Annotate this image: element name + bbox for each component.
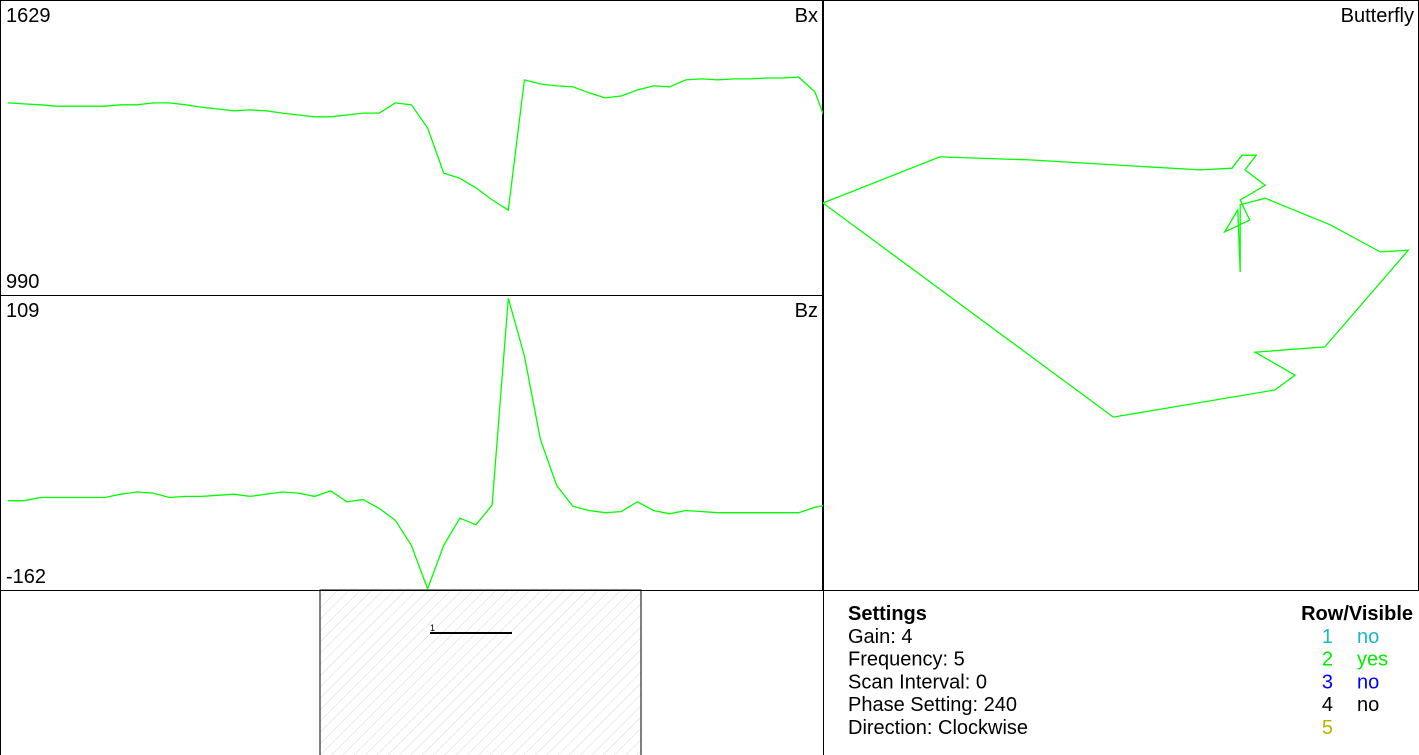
- row-number: 5: [1322, 717, 1333, 739]
- row-number: 4: [1322, 694, 1333, 716]
- y-tick-label: 990: [6, 271, 39, 293]
- setting-line: Direction: Clockwise: [848, 717, 1028, 739]
- row-number: 2: [1322, 649, 1333, 671]
- row-visible: no: [1357, 671, 1379, 693]
- y-tick-label: -162: [6, 566, 46, 588]
- setting-line: Scan Interval: 0: [848, 671, 987, 693]
- scan-label: 1: [430, 623, 435, 633]
- data-line: [7, 76, 823, 212]
- data-line: [823, 154, 1410, 418]
- y-tick-label: 1629: [6, 5, 51, 27]
- y-tick-label: 109: [6, 300, 39, 322]
- panel: [823, 0, 1419, 591]
- setting-line: Phase Setting: 240: [848, 694, 1017, 716]
- panel-title: Bx: [795, 5, 818, 27]
- panel-title: Bz: [795, 300, 818, 322]
- panel: [0, 295, 823, 591]
- data-line: [8, 298, 823, 590]
- row-number: 1: [1322, 626, 1333, 648]
- rows-title: Row/Visible: [1301, 603, 1413, 625]
- panel: [0, 0, 823, 296]
- row-visible: yes: [1357, 649, 1388, 671]
- row-number: 3: [1322, 671, 1333, 693]
- settings-title: Settings: [848, 603, 927, 625]
- scan-area: [319, 589, 642, 755]
- row-visible: no: [1357, 626, 1379, 648]
- panel-title: Butterfly: [1341, 5, 1414, 27]
- setting-line: Gain: 4: [848, 626, 912, 648]
- row-visible: no: [1357, 694, 1379, 716]
- setting-line: Frequency: 5: [848, 649, 965, 671]
